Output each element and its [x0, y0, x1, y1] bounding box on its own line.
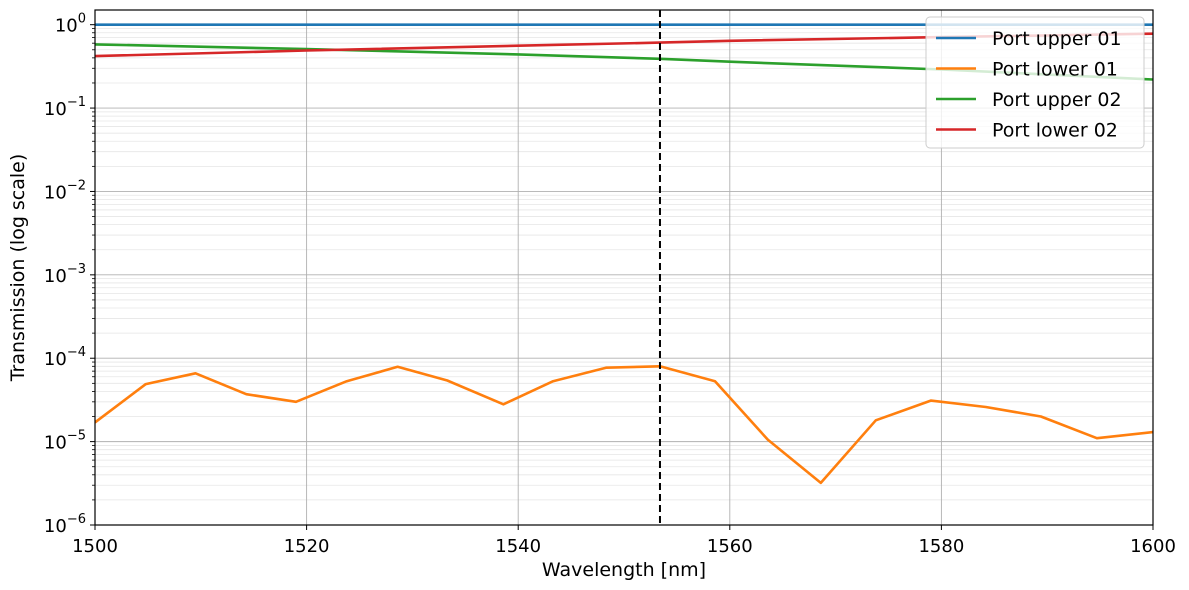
y-tick-exponent: 0	[78, 12, 86, 27]
legend-entry: Port upper 01	[936, 28, 1122, 50]
y-tick-base: 10	[55, 16, 78, 37]
legend-label: Port lower 02	[992, 120, 1118, 142]
x-axis-ticks: 1500 1520 1540 1560 1580 1600	[72, 525, 1176, 557]
x-tick-label: 1520	[284, 536, 330, 557]
legend-entry: Port upper 02	[936, 89, 1122, 111]
y-tick-exponent: −6	[67, 512, 86, 527]
legend-entry: Port lower 02	[936, 120, 1118, 142]
series-line-2	[95, 364, 1153, 485]
legend-label: Port upper 02	[992, 89, 1122, 111]
legend-box	[925, 16, 1145, 149]
y-axis-label: Transmission (log scale)	[7, 154, 29, 383]
x-tick-label: 1560	[707, 536, 753, 557]
x-axis-label: Wavelength [nm]	[542, 559, 706, 581]
y-tick-exponent: −3	[67, 262, 86, 277]
x-tick-label: 1600	[1130, 536, 1176, 557]
y-tick-label: 100	[55, 12, 86, 37]
plot-frame	[94, 9, 1154, 526]
y-tick-exponent: −2	[67, 178, 86, 193]
x-tick-label: 1500	[72, 536, 118, 557]
y-tick-label: 10−4	[44, 345, 86, 370]
y-tick-base: 10	[44, 182, 67, 203]
legend-label: Port lower 01	[992, 59, 1118, 81]
y-tick-label: 10−3	[44, 262, 86, 287]
y-tick-label: 10−2	[44, 178, 86, 203]
y-tick-exponent: −4	[67, 345, 86, 360]
x-tick-label: 1540	[495, 536, 541, 557]
y-tick-exponent: −5	[67, 429, 86, 444]
y-tick-base: 10	[44, 99, 67, 120]
legend: Port upper 01 Port lower 01 Port upper 02 P…	[925, 16, 1145, 149]
y-tick-base: 10	[44, 349, 67, 370]
legend-label: Port upper 01	[992, 28, 1122, 50]
x-tick-label: 1580	[918, 536, 964, 557]
legend-entry: Port lower 01	[936, 59, 1118, 81]
y-tick-exponent: −1	[67, 95, 86, 110]
y-tick-label: 10−1	[44, 95, 86, 120]
y-tick-label: 10−5	[44, 429, 86, 454]
y-tick-base: 10	[44, 433, 67, 454]
y-tick-base: 10	[44, 266, 67, 287]
y-tick-label: 10−6	[44, 512, 86, 537]
y-tick-base: 10	[44, 516, 67, 537]
